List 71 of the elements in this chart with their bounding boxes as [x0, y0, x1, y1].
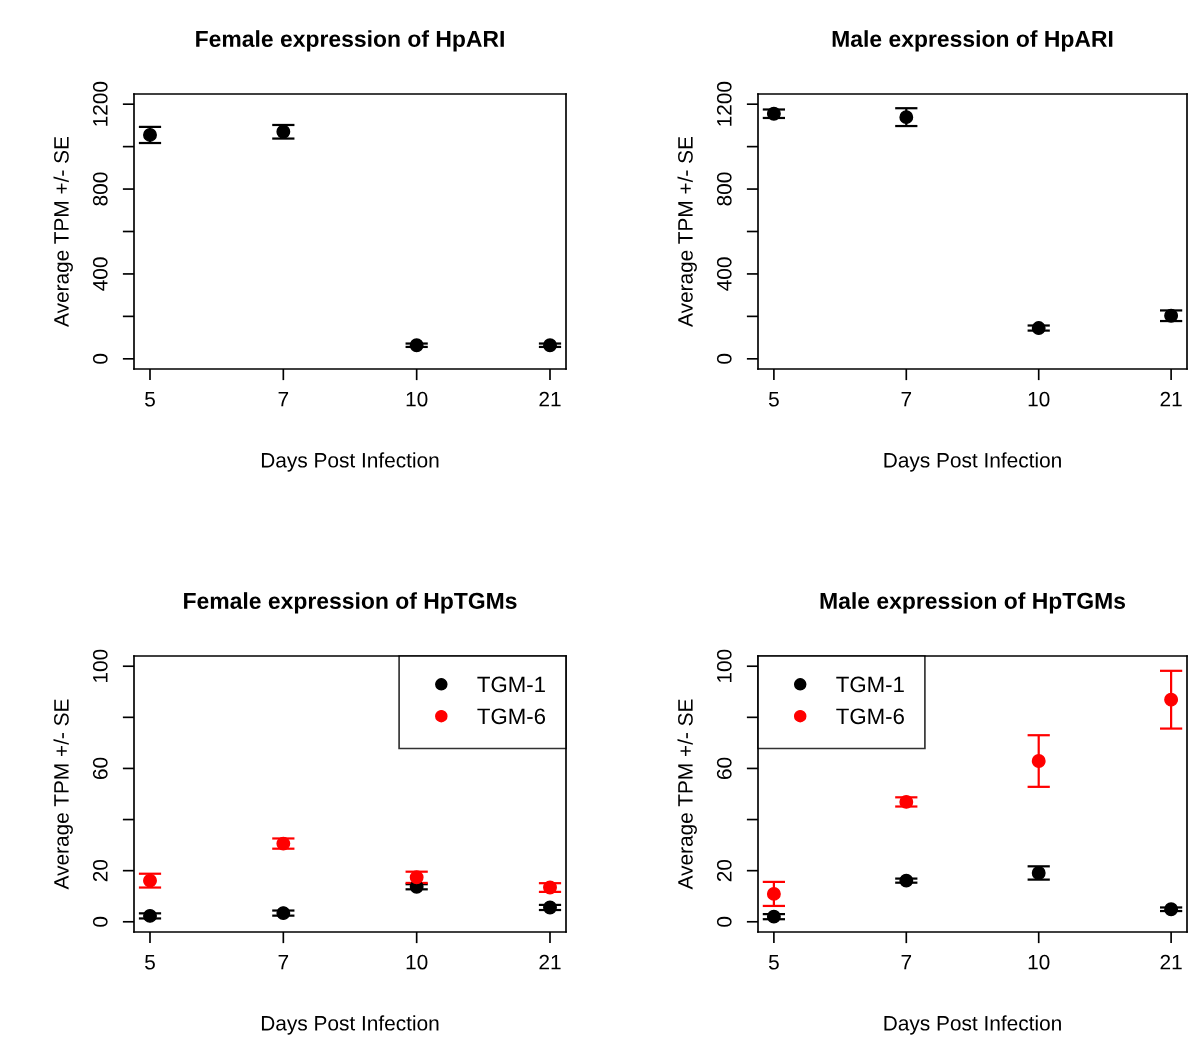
x-tick-label: 7 — [901, 391, 912, 407]
chart-title: Male expression of HpARI — [832, 30, 1113, 52]
x-tick-label: 21 — [539, 391, 561, 407]
y-axis-title: Average TPM +/- SE — [677, 136, 697, 327]
y-tick-label: 20 — [716, 859, 732, 882]
y-tick-label: 20 — [92, 859, 108, 882]
x-axis-title: Days Post Infection — [261, 1015, 439, 1035]
x-axis-title: Days Post Infection — [261, 452, 439, 472]
point — [543, 900, 557, 915]
point — [1164, 902, 1179, 917]
point — [899, 794, 914, 809]
x-tick-label: 21 — [539, 954, 561, 970]
legend-label: TGM-6 — [477, 708, 546, 725]
x-tick-label: 5 — [768, 391, 779, 407]
legend-label: TGM-1 — [477, 676, 545, 693]
point — [899, 110, 914, 125]
legend-label: TGM-1 — [836, 676, 904, 693]
point — [143, 908, 157, 923]
x-tick-label: 21 — [1160, 391, 1182, 407]
y-tick-label: 0 — [92, 916, 108, 927]
y-tick-label: 0 — [92, 353, 108, 364]
y-tick-label: 400 — [92, 257, 108, 291]
x-tick-label: 5 — [145, 954, 155, 970]
point — [1164, 692, 1179, 707]
point — [276, 906, 291, 921]
chart-title: Female expression of HpARI — [196, 30, 504, 52]
y-tick-label: 100 — [92, 649, 108, 683]
y-tick-label: 1200 — [716, 81, 732, 126]
point — [276, 836, 291, 851]
point — [1031, 321, 1046, 335]
point — [1164, 308, 1179, 323]
point — [766, 886, 781, 901]
point — [409, 338, 424, 353]
y-tick-label: 0 — [716, 916, 732, 927]
point — [543, 880, 557, 895]
legend-label: TGM-6 — [836, 708, 904, 725]
y-tick-label: 100 — [716, 649, 732, 683]
point — [1031, 866, 1046, 880]
y-axis-title: Average TPM +/- SE — [53, 699, 73, 890]
y-tick-label: 60 — [716, 757, 732, 779]
point — [766, 909, 781, 924]
point — [543, 338, 557, 353]
point — [1031, 754, 1046, 768]
x-tick-label: 7 — [278, 391, 289, 407]
point — [143, 873, 157, 888]
x-tick-label: 10 — [406, 954, 428, 970]
x-tick-label: 10 — [1028, 954, 1050, 970]
x-tick-label: 10 — [1028, 391, 1050, 407]
y-tick-label: 1200 — [92, 81, 108, 126]
y-axis-title: Average TPM +/- SE — [677, 699, 697, 890]
point — [276, 124, 291, 139]
y-tick-label: 400 — [716, 257, 732, 291]
x-tick-label: 21 — [1160, 954, 1182, 970]
x-tick-label: 10 — [406, 391, 428, 407]
chart-title: Male expression of HpTGMs — [820, 592, 1126, 614]
point — [143, 128, 157, 142]
y-tick-label: 800 — [716, 172, 732, 206]
y-axis-title: Average TPM +/- SE — [53, 136, 73, 327]
point — [899, 873, 914, 888]
y-tick-label: 800 — [92, 172, 108, 206]
y-tick-label: 0 — [716, 353, 732, 364]
x-tick-label: 5 — [145, 391, 155, 407]
y-tick-label: 60 — [92, 757, 108, 779]
chart-title: Female expression of HpTGMs — [184, 592, 517, 614]
point — [409, 870, 424, 885]
point — [766, 106, 781, 121]
x-axis-title: Days Post Infection — [884, 1015, 1061, 1035]
x-tick-label: 7 — [901, 954, 912, 970]
x-tick-label: 7 — [278, 954, 289, 970]
x-axis-title: Days Post Infection — [884, 452, 1061, 472]
x-tick-label: 5 — [768, 954, 779, 970]
